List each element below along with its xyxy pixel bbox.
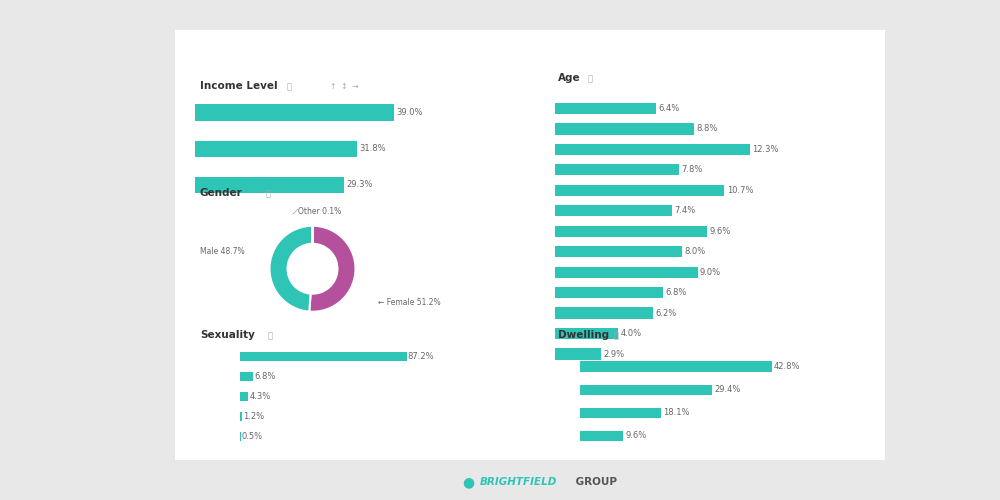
Bar: [555, 266, 698, 278]
Text: ← Female 51.2%: ← Female 51.2%: [378, 298, 441, 307]
Text: 6.8%: 6.8%: [254, 372, 275, 381]
Bar: [195, 104, 394, 120]
Bar: [555, 246, 682, 258]
Text: ●: ●: [462, 475, 474, 489]
Bar: [555, 348, 601, 360]
Bar: [195, 177, 344, 193]
Text: 42.8%: 42.8%: [774, 362, 801, 371]
Bar: [195, 140, 357, 157]
Bar: [580, 430, 623, 441]
Text: 18.1%: 18.1%: [663, 408, 690, 418]
Bar: [240, 352, 407, 361]
Bar: [580, 408, 661, 418]
Text: ⓘ: ⓘ: [588, 74, 593, 83]
Text: 9.0%: 9.0%: [700, 268, 721, 276]
Text: 4.0%: 4.0%: [621, 329, 642, 338]
Text: Sexuality: Sexuality: [200, 330, 255, 340]
Bar: [555, 164, 678, 175]
Bar: [240, 412, 242, 420]
Text: Dwelling: Dwelling: [558, 330, 609, 340]
Text: 6.4%: 6.4%: [659, 104, 680, 113]
Bar: [555, 144, 750, 155]
Bar: [555, 226, 707, 237]
Bar: [580, 384, 712, 395]
Bar: [555, 287, 663, 298]
Bar: [240, 372, 253, 381]
Text: ⓘ: ⓘ: [268, 332, 273, 340]
Bar: [555, 308, 653, 318]
Text: 4.3%: 4.3%: [249, 392, 270, 400]
Text: ―: ―: [291, 207, 300, 216]
Text: 6.2%: 6.2%: [656, 308, 677, 318]
Wedge shape: [270, 226, 312, 312]
Text: 12.3%: 12.3%: [752, 145, 779, 154]
Text: 8.8%: 8.8%: [697, 124, 718, 134]
Bar: [555, 205, 672, 216]
Bar: [555, 184, 724, 196]
Text: 10.7%: 10.7%: [727, 186, 753, 195]
Text: 9.6%: 9.6%: [625, 432, 647, 440]
Text: Other 0.1%: Other 0.1%: [298, 207, 341, 216]
Bar: [555, 328, 618, 339]
Text: Male 48.7%: Male 48.7%: [200, 247, 245, 256]
Text: Gender: Gender: [200, 188, 243, 198]
Text: ⓘ: ⓘ: [266, 190, 271, 198]
Text: ⓘ: ⓘ: [614, 332, 619, 340]
Bar: [555, 103, 656, 114]
Text: Income Level: Income Level: [200, 81, 278, 91]
Bar: [580, 362, 772, 372]
Text: 6.8%: 6.8%: [665, 288, 686, 297]
Text: BRIGHTFIELD: BRIGHTFIELD: [480, 477, 557, 487]
Text: 29.4%: 29.4%: [714, 385, 740, 394]
Text: 87.2%: 87.2%: [408, 352, 434, 361]
Text: 0.5%: 0.5%: [242, 432, 263, 440]
Text: 7.4%: 7.4%: [675, 206, 696, 216]
Text: GROUP: GROUP: [572, 477, 617, 487]
Text: 31.8%: 31.8%: [360, 144, 386, 153]
Text: 8.0%: 8.0%: [684, 247, 705, 256]
Text: 2.9%: 2.9%: [603, 350, 624, 358]
Text: ⓘ: ⓘ: [287, 82, 292, 91]
Text: ↑  ↕  →: ↑ ↕ →: [330, 82, 359, 91]
Text: 39.0%: 39.0%: [396, 108, 423, 117]
Text: 7.8%: 7.8%: [681, 166, 702, 174]
Bar: [555, 124, 694, 134]
Bar: [240, 392, 248, 400]
Text: 9.6%: 9.6%: [709, 227, 731, 236]
Text: Age: Age: [558, 73, 581, 83]
Text: 1.2%: 1.2%: [243, 412, 264, 420]
Wedge shape: [309, 226, 355, 312]
Text: 29.3%: 29.3%: [347, 180, 373, 190]
